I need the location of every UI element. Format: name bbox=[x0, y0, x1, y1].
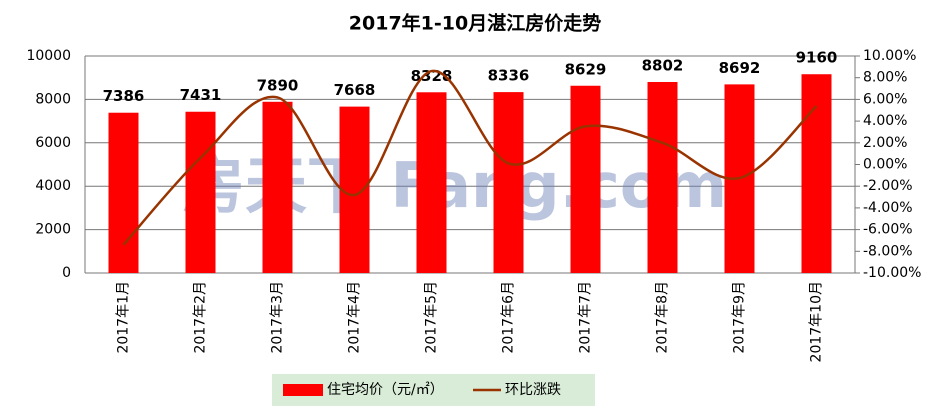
value-label: 7386 bbox=[103, 87, 145, 105]
legend-swatch bbox=[283, 384, 323, 396]
x-tick-label: 2017年9月 bbox=[732, 281, 748, 354]
y2-tick-label: -8.00% bbox=[863, 243, 913, 259]
value-label: 8336 bbox=[488, 67, 530, 85]
x-tick-label: 2017年2月 bbox=[193, 281, 209, 354]
bar bbox=[416, 92, 447, 273]
bar bbox=[185, 111, 216, 273]
legend-box bbox=[272, 374, 595, 406]
y2-tick-label: -10.00% bbox=[863, 265, 921, 281]
bar bbox=[570, 85, 601, 273]
y2-tick-label: 8.00% bbox=[863, 70, 907, 86]
x-tick-label: 2017年4月 bbox=[347, 281, 363, 354]
x-tick-label: 2017年3月 bbox=[270, 281, 286, 354]
value-label: 7668 bbox=[334, 81, 376, 99]
y-tick-label: 6000 bbox=[35, 135, 71, 151]
value-label: 9160 bbox=[796, 49, 838, 67]
x-tick-label: 2017年8月 bbox=[655, 281, 671, 354]
y-tick-label: 4000 bbox=[35, 178, 71, 194]
y2-tick-label: 10.00% bbox=[863, 48, 916, 64]
y-tick-label: 10000 bbox=[26, 48, 71, 64]
y-tick-label: 8000 bbox=[35, 91, 71, 107]
y2-tick-label: -2.00% bbox=[863, 178, 913, 194]
y2-tick-label: 0.00% bbox=[863, 157, 907, 173]
y2-tick-label: 4.00% bbox=[863, 113, 907, 129]
value-label: 7890 bbox=[257, 76, 299, 94]
x-tick-label: 2017年1月 bbox=[116, 281, 132, 354]
y2-tick-label: 2.00% bbox=[863, 135, 907, 151]
line bbox=[122, 69, 818, 246]
y2-tick-label: 6.00% bbox=[863, 91, 907, 107]
legend-label: 住宅均价（元/㎡） bbox=[327, 382, 444, 398]
y-tick-label: 2000 bbox=[35, 222, 71, 238]
value-label: 7431 bbox=[180, 86, 222, 104]
value-label: 8692 bbox=[719, 59, 761, 77]
y-tick-label: 0 bbox=[62, 265, 71, 281]
bar bbox=[108, 112, 139, 273]
chart-title: 2017年1-10月湛江房价走势 bbox=[349, 12, 601, 35]
y2-tick-label: -6.00% bbox=[863, 222, 913, 238]
value-label: 8629 bbox=[565, 60, 607, 78]
bar bbox=[262, 101, 293, 273]
bar bbox=[339, 106, 370, 273]
x-tick-label: 2017年7月 bbox=[578, 281, 594, 354]
x-tick-label: 2017年6月 bbox=[501, 281, 517, 354]
x-tick-label: 2017年10月 bbox=[809, 281, 825, 362]
legend-label: 环比涨跌 bbox=[505, 382, 561, 398]
x-tick-label: 2017年5月 bbox=[424, 281, 440, 354]
bar bbox=[493, 92, 524, 274]
bar bbox=[647, 81, 678, 273]
bar bbox=[801, 74, 832, 273]
value-label: 8802 bbox=[642, 56, 684, 74]
y2-tick-label: -4.00% bbox=[863, 200, 913, 216]
